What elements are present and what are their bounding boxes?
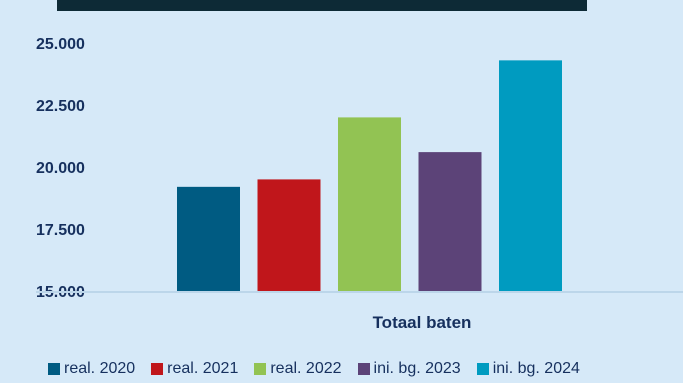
bar (418, 152, 482, 291)
bar (257, 179, 321, 291)
legend-swatch (48, 363, 60, 375)
bar (177, 186, 240, 291)
legend-label: ini. bg. 2023 (373, 360, 461, 377)
y-tick-label: 22.500 (36, 98, 85, 115)
category-label: Totaal baten (373, 313, 472, 332)
bar (499, 60, 562, 291)
legend-label: real. 2020 (64, 360, 136, 377)
legend-item: ini. bg. 2024 (476, 360, 580, 378)
legend-item: real. 2022 (254, 360, 342, 378)
legend-swatch (476, 363, 489, 375)
chart-legend: real. 2020 real. 2021 real. 2022 ini. bg. 2… (48, 359, 580, 379)
header-bar (57, 0, 587, 11)
legend-item: real. 2021 (151, 360, 238, 378)
legend-label: real. 2022 (270, 360, 342, 377)
y-tick-label: 25.000 (36, 36, 85, 53)
legend-swatch (254, 363, 267, 375)
y-tick-label: 20.000 (36, 160, 85, 177)
legend-label: ini. bg. 2024 (492, 360, 580, 377)
y-tick-label: 17.500 (36, 222, 85, 239)
bar (338, 117, 401, 292)
legend-swatch (151, 363, 164, 375)
legend-item: ini. bg. 2023 (357, 360, 461, 378)
legend-swatch (357, 363, 370, 375)
legend-label: real. 2021 (167, 360, 239, 377)
legend-item: real. 2020 (48, 360, 135, 378)
